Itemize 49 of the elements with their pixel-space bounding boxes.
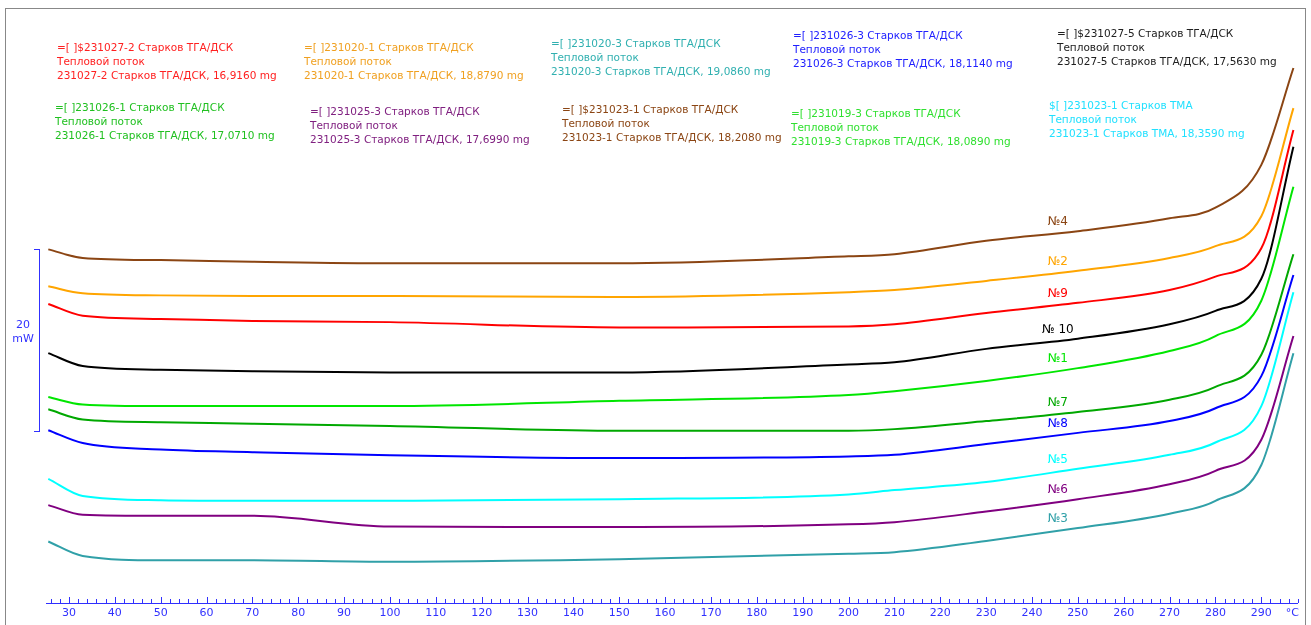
x-tick-label: 110 xyxy=(425,606,447,620)
annotation: =[ ]231025-3 Старков ТГА/ДСК Тепловой поток 231025-3 Старков ТГА/ДСК, 17,6990 mg xyxy=(310,104,530,146)
annotation: =[ ]231020-1 Старков ТГА/ДСК Тепловой поток 231020-1 Старков ТГА/ДСК, 18,8790 mg xyxy=(304,40,524,82)
x-tick-label: 160 xyxy=(654,606,676,620)
x-tick-label: 180 xyxy=(746,606,768,620)
annotation: =[ ]231026-1 Старков ТГА/ДСК Тепловой поток 231026-1 Старков ТГА/ДСК, 17,0710 mg xyxy=(55,100,275,142)
x-tick-label: 290 xyxy=(1250,606,1272,620)
x-tick-label: 50 xyxy=(153,606,168,620)
series-label: №3 xyxy=(1047,511,1068,526)
series-label: №5 xyxy=(1047,451,1068,466)
annotation: =[ ]$231023-1 Старков ТГА/ДСК Тепловой поток 231023-1 Старков ТГА/ДСК, 18,2080 mg xyxy=(562,102,782,144)
x-tick-label: 100 xyxy=(379,606,401,620)
annotation: =[ ]231026-3 Старков ТГА/ДСК Тепловой поток 231026-3 Старков ТГА/ДСК, 18,1140 mg xyxy=(793,28,1013,70)
x-tick-label: 30 xyxy=(61,606,76,620)
x-axis-title: °C xyxy=(1285,606,1300,620)
x-tick-label: 140 xyxy=(562,606,584,620)
x-tick-label: 210 xyxy=(883,606,905,620)
x-tick-label: 260 xyxy=(1113,606,1135,620)
series-label: №7 xyxy=(1047,395,1068,410)
x-tick-label: 220 xyxy=(929,606,951,620)
x-tick-label: 230 xyxy=(975,606,997,620)
x-tick-label: 90 xyxy=(337,606,352,620)
x-tick-label: 40 xyxy=(107,606,122,620)
x-tick-label: 70 xyxy=(245,606,260,620)
series-label: №8 xyxy=(1047,415,1068,430)
x-tick-label: 280 xyxy=(1204,606,1226,620)
x-tick-label: 150 xyxy=(608,606,630,620)
annotation: =[ ]$231027-2 Старков ТГА/ДСК Тепловой поток 231027-2 Старков ТГА/ДСК, 16,9160 mg xyxy=(57,40,277,82)
annotation: =[ ]231020-3 Старков ТГА/ДСК Тепловой поток 231020-3 Старков ТГА/ДСК, 19,0860 mg xyxy=(551,36,771,78)
x-tick-label: 200 xyxy=(838,606,860,620)
annotation: $[ ]231023-1 Старков ТМА Тепловой поток 231023-1 Старков ТМА, 18,3590 mg xyxy=(1049,98,1245,140)
series-label: №2 xyxy=(1047,253,1068,268)
text: =[ ]$231027-5 Старков ТГА/ДСК Тепловой поток 231027-5 Старков ТГА/ДСК, 17,5630 mg xyxy=(1057,26,1277,68)
x-tick-label: 250 xyxy=(1067,606,1089,620)
x-tick-label: 270 xyxy=(1159,606,1181,620)
series-label: №4 xyxy=(1047,214,1068,229)
x-tick-label: 170 xyxy=(700,606,722,620)
series-label: №9 xyxy=(1047,285,1068,300)
x-tick-label: 240 xyxy=(1021,606,1043,620)
x-tick-label: 80 xyxy=(291,606,306,620)
x-tick-label: 130 xyxy=(517,606,539,620)
x-tick-label: 120 xyxy=(471,606,493,620)
annotation: =[ ]231019-3 Старков ТГА/ДСК Тепловой поток 231019-3 Старков ТГА/ДСК, 18,0890 mg xyxy=(791,106,1011,148)
series-label: №6 xyxy=(1047,482,1068,497)
series-label: № 10 xyxy=(1042,321,1074,336)
series-label: №1 xyxy=(1047,351,1068,366)
x-tick-label: 190 xyxy=(792,606,814,620)
x-tick-label: 60 xyxy=(199,606,214,620)
y-axis-title: 20 mW xyxy=(11,318,35,346)
